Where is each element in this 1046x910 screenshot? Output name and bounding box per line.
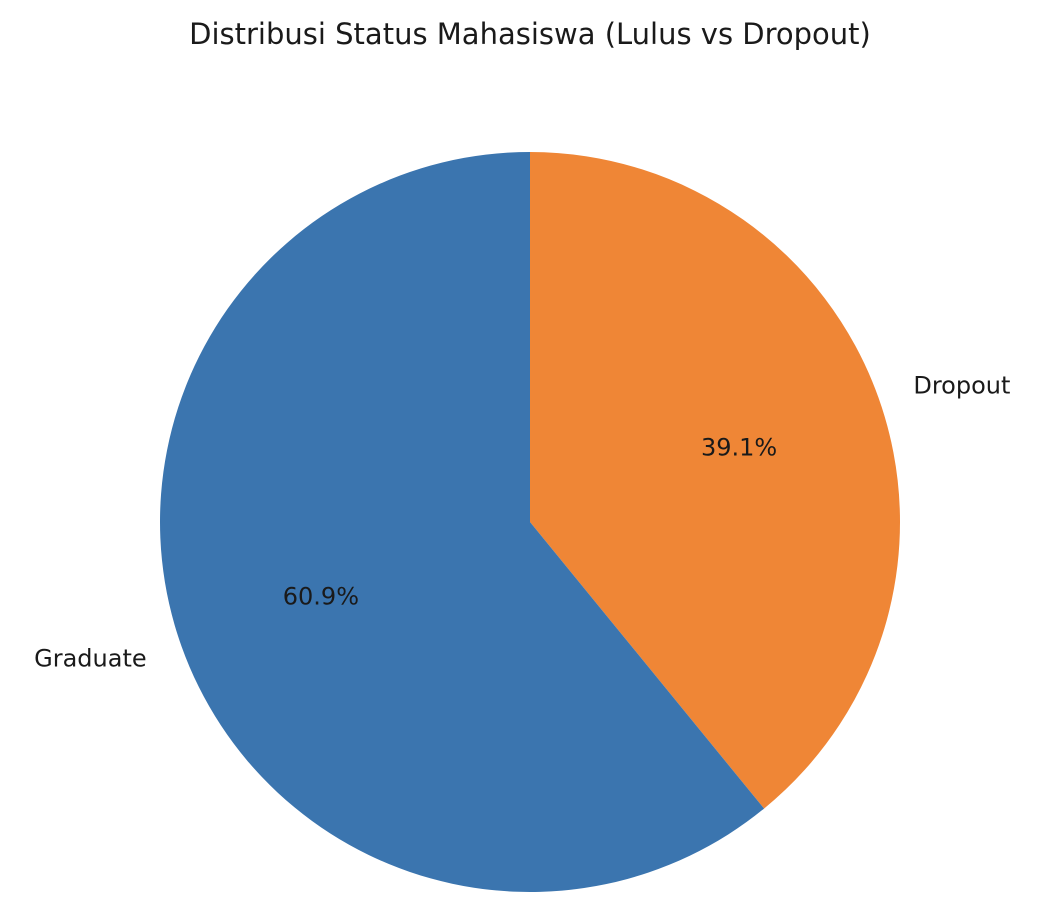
slice-label-graduate: Graduate (34, 645, 147, 673)
pie-slice-dropout (530, 152, 901, 809)
labels-layer: 39.1% Dropout 60.9% Graduate (34, 371, 1010, 672)
pct-label-dropout: 39.1% (701, 433, 777, 461)
slices-layer (160, 152, 901, 892)
slice-label-dropout: Dropout (913, 371, 1010, 399)
pct-label-graduate: 60.9% (283, 583, 359, 611)
chart-title: Distribusi Status Mahasiswa (Lulus vs Dr… (189, 17, 871, 51)
pie-slice-graduate (160, 152, 765, 892)
